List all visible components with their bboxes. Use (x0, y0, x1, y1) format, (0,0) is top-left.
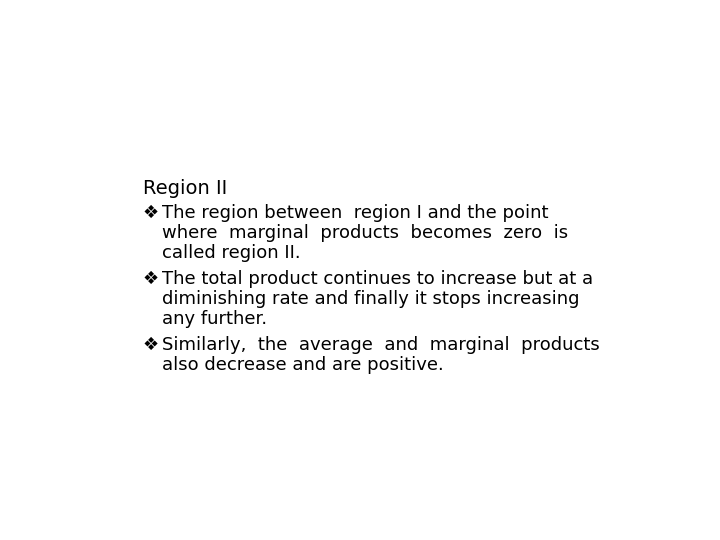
Text: ❖: ❖ (143, 204, 159, 222)
Text: where  marginal  products  becomes  zero  is: where marginal products becomes zero is (162, 224, 568, 242)
Text: ❖: ❖ (143, 270, 159, 288)
Text: diminishing rate and finally it stops increasing: diminishing rate and finally it stops in… (162, 290, 580, 308)
Text: Region II: Region II (143, 179, 227, 198)
Text: any further.: any further. (162, 310, 267, 328)
Text: The total product continues to increase but at a: The total product continues to increase … (162, 270, 593, 288)
Text: also decrease and are positive.: also decrease and are positive. (162, 356, 444, 374)
Text: called region II.: called region II. (162, 244, 301, 262)
Text: ❖: ❖ (143, 336, 159, 354)
Text: Similarly,  the  average  and  marginal  products: Similarly, the average and marginal prod… (162, 336, 600, 354)
Text: The region between  region I and the point: The region between region I and the poin… (162, 204, 549, 222)
